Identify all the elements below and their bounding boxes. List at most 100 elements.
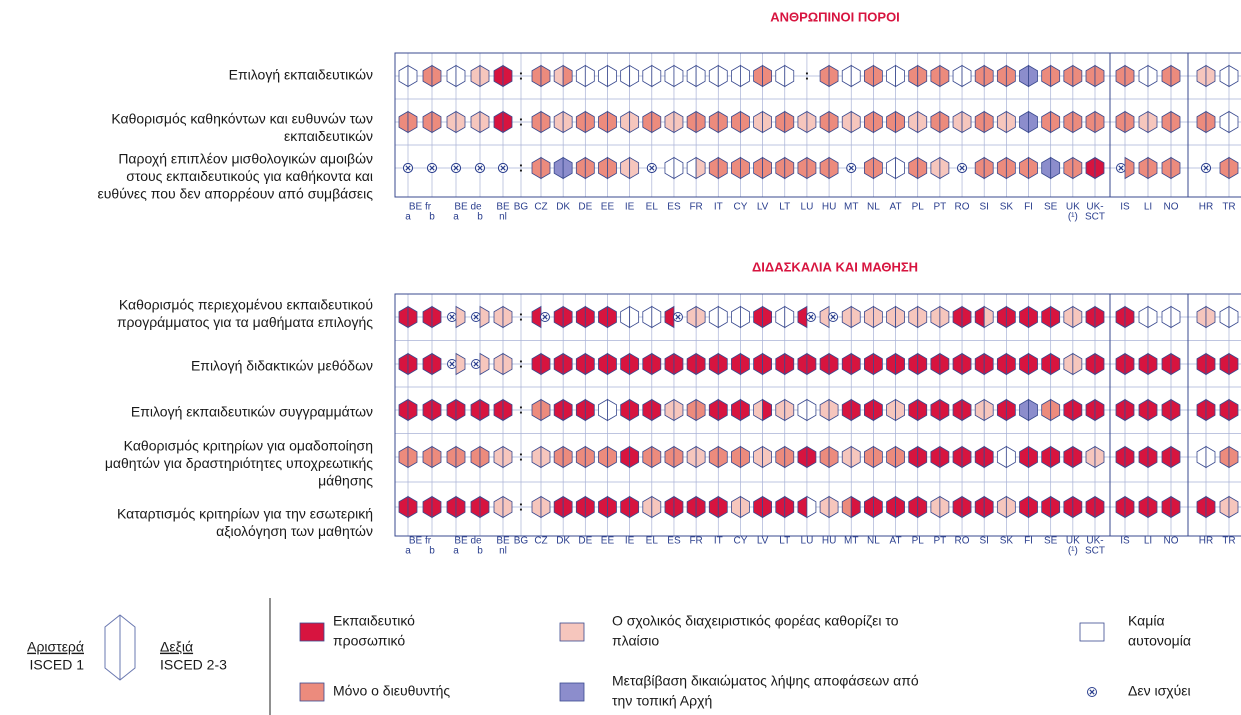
hexagon-half [1041,156,1052,180]
hexagon-half [886,156,896,180]
hexagon-half [1205,110,1216,134]
hexagon-half [1219,495,1230,519]
hexagon-half [961,352,972,376]
hexagon-half [398,352,409,376]
hexagon-half [1041,398,1052,422]
hexagon-half [939,495,950,519]
column-label: PT [933,536,946,547]
column-label: PL [912,202,925,213]
hexagon-half [784,398,795,422]
hexagon-half [1063,495,1074,519]
hexagon-half [1196,445,1207,469]
hexagon-half [961,305,972,329]
hexagon-half [1138,110,1149,134]
not-available: : [519,401,524,417]
hexagon-half [629,64,640,88]
hexagon-half [446,110,457,134]
column-label: LI [1144,536,1152,547]
hexagon-half [446,495,457,519]
hexagon-half [629,156,640,180]
hexagon-half [841,495,852,519]
hexagon-half [686,156,697,180]
hexagon-half [775,64,786,88]
hexagon-half [886,64,896,88]
column-label: BE fr [409,536,432,547]
hexagon-half [775,156,786,180]
hexagon-half [553,445,564,469]
hexagon-half [983,495,994,519]
hexagon-half [1019,156,1029,180]
hexagon-half [717,110,728,134]
column-label: PT [933,202,946,213]
hexagon-half [1094,352,1105,376]
hexagon-half [1147,398,1158,422]
hexagon-half [1019,445,1029,469]
hexagon-half [1072,495,1083,519]
legend-symbol-stroke [1089,689,1095,695]
legend-label: Μόνο ο διευθυντής [333,683,450,699]
hexagon-half [1094,64,1105,88]
hexagon-half [1205,64,1216,88]
column-label: EL [646,536,659,547]
hexagon-half [740,64,750,88]
hexagon-half [1161,445,1172,469]
hexagon-half [1050,156,1061,180]
column-label: IT [714,536,723,547]
legend-label: αυτονομία [1128,633,1191,649]
hexagon-half [1115,305,1126,329]
hexagon-half [562,305,573,329]
not-available: : [519,67,524,83]
hexagon-half [886,495,896,519]
hexagon-half [642,445,653,469]
hexagon-half [629,352,640,376]
hexagon-half [664,156,675,180]
hexagon-half [908,352,919,376]
hexagon-half [1170,495,1181,519]
column-label: DK [556,202,570,213]
hexagon-half [598,495,608,519]
hexagon-half [873,352,883,376]
hexagon-half [1161,110,1172,134]
row-label: Επιλογή εκπαιδευτικών συγγραμμάτων [131,404,373,420]
hexagon-half [398,445,409,469]
hexagon-half [562,110,573,134]
hexagon-half [864,445,874,469]
hexagon-half [908,110,919,134]
hexagon-half [895,445,905,469]
hexagon-half [470,110,481,134]
hexagon-half [908,156,919,180]
hexagon-half [493,352,504,376]
hexagon-half [886,110,896,134]
hexagon-half [1170,398,1181,422]
hexagon-half [819,64,830,88]
hexagon-half [1115,352,1126,376]
hexagon-half [974,305,985,329]
row-label: στους εκπαιδευτικούς για καθήκοντα και [126,168,373,184]
hexagon-half [828,156,839,180]
hexagon-half [917,156,928,180]
column-label: NL [867,202,880,213]
hexagon-half [1005,156,1016,180]
column-label: LV [757,202,769,213]
hexagon-half [1124,398,1135,422]
hexagon-half [651,110,662,134]
hexagon-half [886,398,896,422]
hexagon-half [908,495,919,519]
hexagon-half [1205,352,1216,376]
hexagon-half [974,352,985,376]
hexagon-half [983,352,994,376]
hexagon-half [961,110,972,134]
hexagon-half [407,305,418,329]
hexagon-half [1019,495,1029,519]
hexagon-half [1094,156,1105,180]
hexagon-half [664,305,675,329]
hexagon-half [1170,110,1181,134]
hexagon-half [607,398,617,422]
hexagon-half [1094,398,1105,422]
not-applicable-stroke [473,314,479,320]
hexagon-half [651,445,662,469]
hexagon-half [431,64,442,88]
column-label: CY [733,202,747,213]
hexagon-half [1170,445,1181,469]
not-applicable-stroke [449,361,455,367]
